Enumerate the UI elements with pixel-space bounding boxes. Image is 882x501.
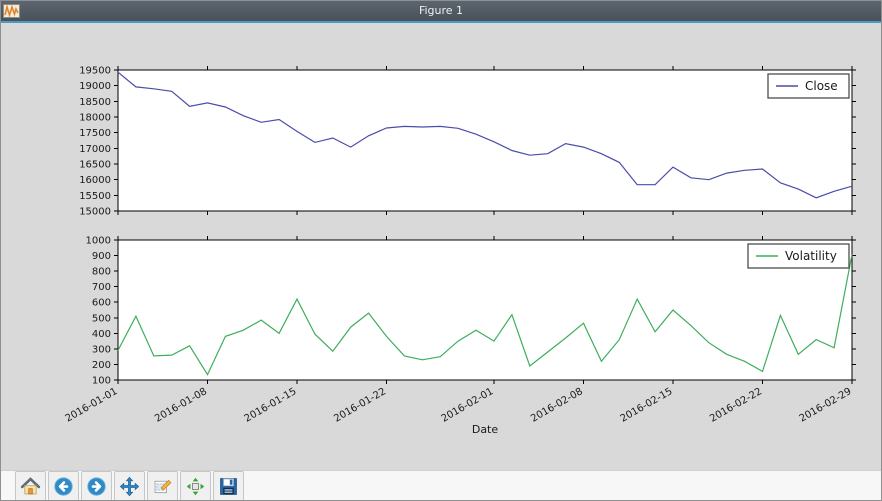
save-icon	[220, 477, 237, 495]
plot-area[interactable]	[117, 69, 853, 212]
volatility-line	[117, 254, 853, 376]
y-tick-label: 18500	[79, 97, 111, 108]
x-tick-label: 2016-01-01	[64, 386, 120, 425]
y-tick-label: 1000	[86, 236, 111, 247]
y-tick-label: 800	[92, 267, 111, 278]
y-tick-label: 17000	[79, 144, 111, 155]
y-tick-label: 19000	[79, 81, 111, 92]
y-tick-label: 500	[92, 313, 111, 324]
x-tick-label: 2016-02-22	[708, 386, 764, 425]
configure-subplots-icon	[186, 477, 205, 495]
x-tick-label: 2016-01-15	[243, 386, 299, 425]
legend-label: Close	[805, 79, 838, 93]
y-tick-label: 400	[92, 329, 111, 340]
y-tick-label: 17500	[79, 128, 111, 139]
plot-area[interactable]	[117, 239, 853, 381]
save-button[interactable]	[213, 470, 244, 500]
figure-canvas[interactable]: 15000 15500 16000 16500 17000 17500 18000 18500…	[1, 23, 881, 470]
navigation-toolbar	[1, 470, 881, 500]
x-tick-label: 2016-02-08	[529, 386, 585, 425]
y-tick-label: 18000	[79, 113, 111, 124]
home-button[interactable]	[15, 470, 46, 500]
y-tick-label: 19500	[79, 66, 111, 77]
window-title: Figure 1	[418, 4, 464, 17]
x-tick-label: 2016-02-01	[440, 386, 496, 425]
x-tick-label: 2016-02-29	[798, 386, 854, 425]
y-tick-label: 15500	[79, 191, 111, 202]
charts-svg: 15000 15500 16000 16500 17000 17500 18000 18500…	[64, 66, 856, 436]
pan-button[interactable]	[114, 470, 145, 500]
y-tick-label: 200	[92, 360, 111, 371]
x-tick-label: 2016-01-08	[153, 386, 209, 425]
y-tick-label: 600	[92, 298, 111, 309]
x-tick-label: 2016-01-22	[332, 386, 388, 425]
back-button[interactable]	[48, 470, 79, 500]
y-tick-label: 700	[92, 282, 111, 293]
x-axis-title: Date	[472, 423, 499, 436]
legend-label: Volatility	[785, 249, 837, 263]
back-icon	[54, 476, 73, 496]
y-tick-label: 900	[92, 251, 111, 262]
y-tick-label: 15000	[79, 207, 111, 218]
y-tick-label: 16000	[79, 175, 111, 186]
x-tick-label: 2016-02-15	[619, 386, 675, 425]
y-tick-label: 100	[92, 376, 111, 387]
y-tick-label: 300	[92, 344, 111, 355]
window-titlebar[interactable]: Figure 1	[1, 1, 881, 23]
zoom-to-rect-button[interactable]	[147, 470, 178, 500]
y-tick-label: 16500	[79, 160, 111, 171]
forward-button[interactable]	[81, 470, 112, 500]
pan-icon	[119, 476, 140, 496]
axes-1: 15000 15500 16000 16500 17000 17500 18000 18500…	[79, 66, 856, 218]
close-line	[117, 71, 853, 199]
matplotlib-window-icon	[3, 4, 20, 18]
zoom-to-rect-icon	[154, 479, 172, 493]
forward-icon	[87, 476, 106, 496]
home-icon	[20, 476, 41, 494]
configure-subplots-button[interactable]	[180, 470, 211, 500]
axes-2: 100 200 300 400 500 600 700 800 900 1000 2016-01-0…	[64, 236, 856, 436]
